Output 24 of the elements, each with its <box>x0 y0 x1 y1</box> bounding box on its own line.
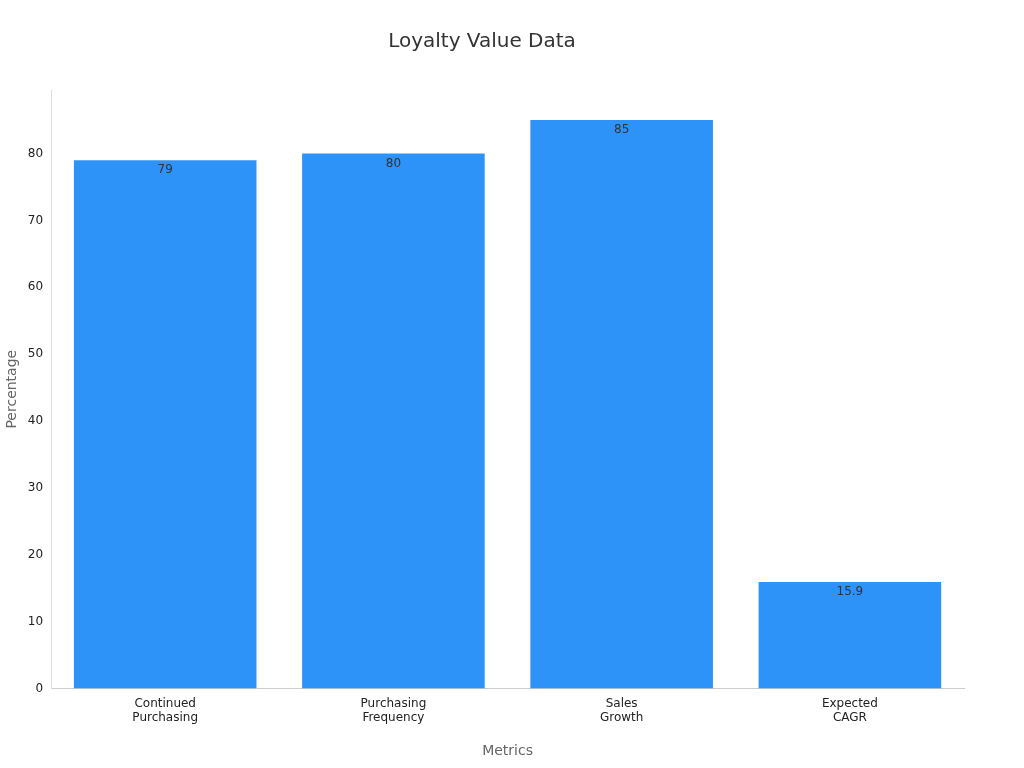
y-tick-label: 70 <box>27 212 44 227</box>
chart-title: Loyalty Value Data <box>388 28 576 53</box>
bar <box>758 582 942 689</box>
y-tick-label: 10 <box>27 613 44 628</box>
bar <box>73 160 257 689</box>
x-tick-label: Expected CAGR <box>821 695 878 725</box>
x-tick-label: Sales Growth <box>599 695 644 725</box>
y-tick-label: 80 <box>27 145 44 160</box>
y-tick-label: 20 <box>27 546 44 561</box>
data-label: 79 <box>157 162 173 177</box>
data-label: 85 <box>614 122 630 137</box>
y-tick-label: 0 <box>35 680 44 695</box>
x-axis-title: Metrics <box>482 742 533 759</box>
data-label: 15.9 <box>836 584 864 599</box>
y-tick-label: 60 <box>27 279 44 294</box>
data-label: 80 <box>385 155 402 170</box>
y-axis-title: Percentage <box>3 349 20 429</box>
y-tick-label: 40 <box>27 413 44 428</box>
x-tick-label: Continued Purchasing <box>132 695 199 725</box>
bar <box>530 120 713 689</box>
bar <box>302 153 485 689</box>
x-tick-label: Purchasing Frequency <box>360 695 427 725</box>
y-tick-label: 30 <box>27 479 44 494</box>
y-tick-label: 50 <box>27 346 44 361</box>
